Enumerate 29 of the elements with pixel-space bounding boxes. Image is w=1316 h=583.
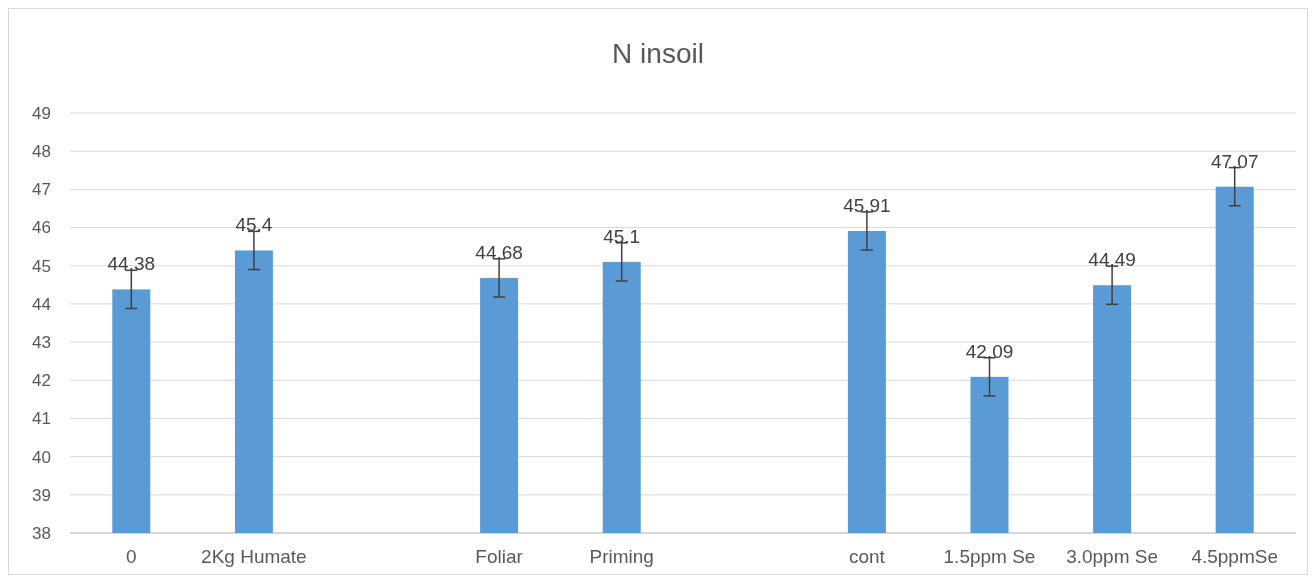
- data-label: 42.09: [965, 340, 1014, 362]
- data-label: 44.38: [107, 253, 156, 275]
- y-tick-label: 40: [32, 447, 51, 467]
- y-tick-label: 45: [32, 256, 51, 276]
- x-tick-label: 0: [126, 546, 137, 567]
- y-tick-label: 41: [32, 409, 51, 429]
- x-tick-label: 1.5ppm Se: [943, 546, 1036, 567]
- data-label: 45.1: [603, 225, 641, 247]
- x-tick-label: Foliar: [475, 546, 524, 567]
- chart-title: N insoil: [612, 38, 704, 69]
- y-tick-label: 43: [32, 333, 51, 353]
- y-tick-label: 42: [32, 371, 51, 391]
- y-tick-label: 39: [32, 485, 51, 505]
- data-label: 45.4: [235, 214, 273, 236]
- y-tick-label: 46: [32, 218, 51, 238]
- data-label: 45.91: [843, 194, 891, 216]
- x-tick-label: 4.5ppmSe: [1191, 546, 1279, 567]
- data-label: 44.49: [1088, 249, 1136, 271]
- y-tick-label: 38: [32, 523, 51, 543]
- y-tick-label: 47: [32, 180, 51, 200]
- x-tick-label: cont: [848, 546, 886, 567]
- x-tick-label: 2Kg Humate: [201, 546, 307, 567]
- y-tick-label: 49: [32, 103, 51, 123]
- y-tick-label: 44: [32, 294, 51, 314]
- y-tick-label: 48: [32, 142, 51, 162]
- x-tick-label: 3.0ppm Se: [1066, 546, 1159, 567]
- x-tick-label: Priming: [589, 546, 654, 567]
- data-label: 47.07: [1210, 150, 1259, 172]
- data-label: 44.68: [475, 241, 523, 263]
